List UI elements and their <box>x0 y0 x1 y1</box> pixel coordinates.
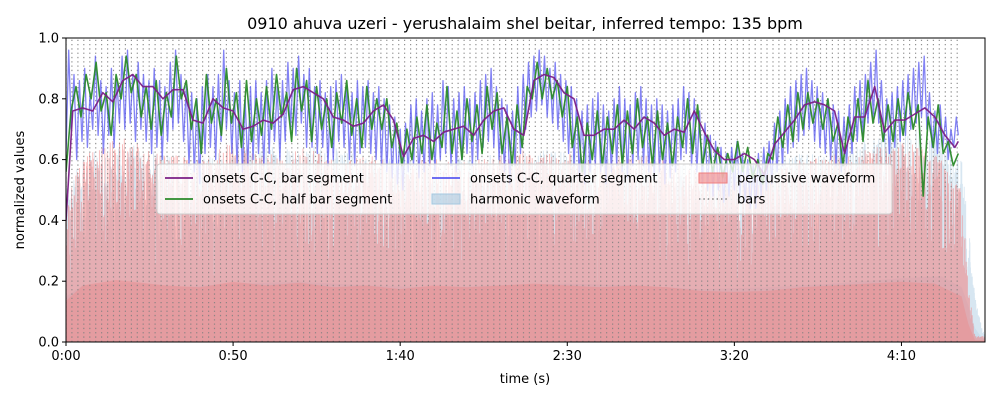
y-tick-label: 0.8 <box>38 92 59 107</box>
legend-label: bars <box>737 193 766 208</box>
legend: onsets C-C, bar segment onsets C-C, half … <box>156 163 893 215</box>
y-tick-label: 0.2 <box>38 275 59 290</box>
y-axis: 0.0 0.2 0.4 0.6 0.8 1.0 <box>38 32 66 351</box>
axes-frame <box>65 37 986 343</box>
x-tick-label: 4:10 <box>887 349 916 364</box>
plot-area <box>66 38 985 342</box>
x-tick-label: 3:20 <box>720 349 749 364</box>
legend-label: percussive waveform <box>737 172 875 187</box>
y-axis-label: normalized values <box>13 130 28 249</box>
legend-label: harmonic waveform <box>470 193 600 208</box>
legend-label: onsets C-C, bar segment <box>203 172 364 187</box>
legend-swatch <box>431 193 461 205</box>
series-percussive-waveform <box>66 138 985 342</box>
legend-label: onsets C-C, quarter segment <box>470 172 657 187</box>
x-tick-label: 0:00 <box>51 349 80 364</box>
legend-label: onsets C-C, half bar segment <box>203 193 392 208</box>
x-axis-label: time (s) <box>500 372 550 387</box>
series-line-onsets-c-c-quarter-segment <box>66 49 959 209</box>
x-tick-label: 1:40 <box>386 349 415 364</box>
x-axis: 0:00 0:50 1:40 2:30 3:20 4:10 <box>51 342 916 364</box>
y-tick-label: 0.0 <box>38 336 59 351</box>
chart-title: 0910 ahuva uzeri - yerushalaim shel beit… <box>247 14 803 33</box>
legend-swatch <box>698 172 728 184</box>
series-percussive-waveform-base <box>66 280 985 342</box>
y-tick-label: 0.4 <box>38 214 59 229</box>
y-tick-label: 0.6 <box>38 153 59 168</box>
x-tick-label: 2:30 <box>553 349 582 364</box>
y-tick-label: 1.0 <box>38 32 59 47</box>
x-tick-label: 0:50 <box>218 349 247 364</box>
series-line-onsets-c-c-bar-segment <box>66 73 959 221</box>
